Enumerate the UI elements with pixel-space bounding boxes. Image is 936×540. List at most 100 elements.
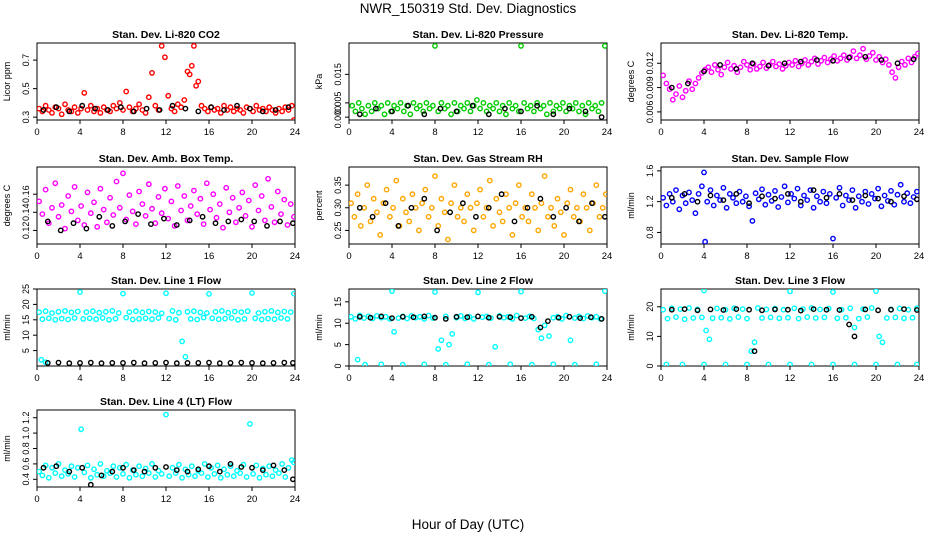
- data-point-black: [141, 468, 148, 475]
- data-point: [45, 107, 52, 113]
- data-point-black: [216, 468, 223, 475]
- data-point: [883, 315, 890, 321]
- data-point-black: [846, 321, 852, 328]
- data-point-black: [249, 359, 255, 366]
- y-tick-label: 0.35: [333, 176, 343, 194]
- data-point: [225, 309, 232, 316]
- data-point: [120, 470, 126, 477]
- data-point: [90, 308, 96, 315]
- data-point: [711, 62, 718, 68]
- y-tick-label: 0.4: [21, 473, 31, 486]
- data-point: [547, 100, 553, 106]
- data-point-black: [751, 348, 758, 355]
- data-point: [804, 314, 811, 320]
- data-point: [701, 361, 707, 366]
- data-point: [45, 474, 52, 481]
- data-point: [291, 290, 295, 297]
- data-point-black: [589, 200, 595, 207]
- data-point: [521, 100, 528, 106]
- data-point: [807, 187, 814, 194]
- data-point: [695, 75, 702, 81]
- chart-title: Stan. Dev. Amb. Box Temp.: [99, 153, 234, 165]
- data-point: [730, 194, 736, 201]
- data-point: [444, 102, 451, 109]
- data-point-black: [694, 307, 701, 314]
- data-point-black: [270, 359, 277, 366]
- data-point: [77, 289, 83, 295]
- data-point-black: [238, 359, 245, 366]
- data-point: [663, 80, 670, 87]
- data-point: [718, 314, 725, 321]
- data-point: [261, 217, 268, 224]
- data-point: [197, 309, 204, 316]
- data-point-black: [44, 218, 51, 225]
- data-point: [663, 202, 670, 209]
- data-point-black: [685, 80, 691, 87]
- data-point-black: [57, 227, 64, 234]
- data-point: [421, 315, 428, 322]
- data-point: [704, 198, 711, 205]
- data-point: [152, 102, 159, 109]
- data-point: [378, 102, 385, 109]
- data-point: [253, 102, 260, 109]
- data-point-black: [537, 195, 544, 202]
- data-point: [139, 201, 146, 208]
- y-tick-label: 1.2: [645, 195, 655, 208]
- data-point: [775, 204, 782, 210]
- data-point: [200, 221, 207, 228]
- data-point: [58, 315, 65, 322]
- data-point: [163, 411, 169, 418]
- data-point: [190, 43, 197, 49]
- data-point: [275, 470, 282, 476]
- data-point: [843, 314, 849, 321]
- data-point: [142, 212, 149, 219]
- data-point: [556, 105, 563, 112]
- data-point-black: [79, 464, 86, 471]
- data-point: [179, 474, 186, 481]
- data-point: [409, 191, 416, 198]
- data-point: [808, 361, 815, 366]
- data-point: [78, 105, 85, 112]
- data-point: [258, 316, 265, 323]
- data-point: [84, 107, 91, 113]
- data-point: [480, 100, 487, 106]
- x-tick-label: 4: [389, 251, 394, 262]
- data-point-black: [797, 198, 804, 205]
- data-point-black: [92, 105, 99, 112]
- data-point: [805, 62, 812, 68]
- data-point-black: [120, 359, 126, 366]
- data-point: [721, 64, 728, 71]
- data-point: [586, 227, 593, 234]
- data-point: [467, 204, 474, 211]
- data-point: [152, 474, 159, 480]
- data-point: [868, 305, 875, 311]
- data-point: [132, 308, 139, 315]
- data-point-black: [534, 102, 540, 109]
- data-point: [833, 194, 840, 201]
- data-point: [464, 100, 471, 106]
- data-point-black: [118, 104, 124, 111]
- y-tick-label: 0.8: [21, 442, 31, 455]
- data-point-black: [152, 359, 159, 366]
- data-point: [123, 88, 130, 95]
- data-point-black: [259, 467, 266, 473]
- data-point: [457, 204, 464, 211]
- data-point: [220, 224, 226, 231]
- data-point-black: [707, 306, 714, 313]
- data-point: [545, 213, 551, 220]
- data-point: [589, 105, 595, 112]
- data-point: [566, 102, 573, 109]
- data-point-black: [759, 307, 765, 314]
- data-point: [386, 213, 393, 220]
- data-point: [381, 111, 388, 118]
- data-point: [110, 212, 117, 218]
- data-point: [744, 62, 750, 68]
- data-point-black: [447, 209, 453, 216]
- data-point: [538, 335, 545, 342]
- data-point: [384, 100, 391, 106]
- data-point: [245, 197, 252, 204]
- data-point: [550, 361, 557, 366]
- chart-panel-8: Stan. Dev. Line 2 Flow ml/min 0 4 8 12 16 20 24 0…: [314, 275, 612, 384]
- data-point-black: [206, 359, 212, 366]
- data-point: [486, 102, 493, 109]
